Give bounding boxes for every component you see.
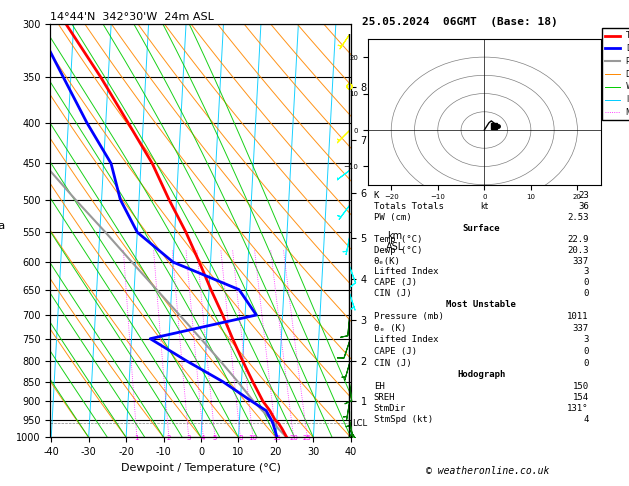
- Text: 4: 4: [201, 435, 206, 441]
- Text: Dewp (°C): Dewp (°C): [374, 246, 422, 255]
- Text: 4: 4: [583, 415, 589, 424]
- Text: 36: 36: [578, 202, 589, 211]
- Text: K: K: [374, 191, 379, 200]
- Text: θₑ(K): θₑ(K): [374, 257, 401, 266]
- Text: 1011: 1011: [567, 312, 589, 321]
- Text: CIN (J): CIN (J): [374, 359, 411, 368]
- Text: 2: 2: [167, 435, 171, 441]
- Text: 15: 15: [272, 435, 281, 441]
- Text: 337: 337: [572, 324, 589, 333]
- Text: 131°: 131°: [567, 404, 589, 413]
- Text: 20: 20: [289, 435, 298, 441]
- Y-axis label: km
ASL: km ASL: [386, 231, 404, 252]
- Text: 14°44'N  342°30'W  24m ASL: 14°44'N 342°30'W 24m ASL: [50, 12, 214, 22]
- Text: PW (cm): PW (cm): [374, 213, 411, 223]
- Text: 8: 8: [238, 435, 243, 441]
- Text: 150: 150: [572, 382, 589, 391]
- Legend: Temperature, Dewpoint, Parcel Trajectory, Dry Adiabat, Wet Adiabat, Isotherm, Mi: Temperature, Dewpoint, Parcel Trajectory…: [601, 28, 629, 120]
- Text: 22.9: 22.9: [567, 235, 589, 244]
- Text: 25: 25: [303, 435, 311, 441]
- Text: Lifted Index: Lifted Index: [374, 335, 438, 345]
- Text: Lifted Index: Lifted Index: [374, 267, 438, 277]
- Text: LCL: LCL: [352, 419, 367, 428]
- Text: StmDir: StmDir: [374, 404, 406, 413]
- Text: 10: 10: [248, 435, 257, 441]
- Text: Temp (°C): Temp (°C): [374, 235, 422, 244]
- Text: Surface: Surface: [462, 225, 500, 233]
- Text: 2.53: 2.53: [567, 213, 589, 223]
- Text: 5: 5: [213, 435, 217, 441]
- X-axis label: Dewpoint / Temperature (°C): Dewpoint / Temperature (°C): [121, 463, 281, 473]
- Text: 154: 154: [572, 393, 589, 402]
- Text: CIN (J): CIN (J): [374, 289, 411, 298]
- Text: 23: 23: [578, 191, 589, 200]
- Text: CAPE (J): CAPE (J): [374, 278, 416, 287]
- Text: θₑ (K): θₑ (K): [374, 324, 406, 333]
- Y-axis label: hPa: hPa: [0, 221, 6, 231]
- Text: Hodograph: Hodograph: [457, 370, 505, 380]
- Text: Totals Totals: Totals Totals: [374, 202, 443, 211]
- Text: Pressure (mb): Pressure (mb): [374, 312, 443, 321]
- Text: 0: 0: [583, 359, 589, 368]
- Text: 25.05.2024  06GMT  (Base: 18): 25.05.2024 06GMT (Base: 18): [362, 17, 557, 27]
- Text: 3: 3: [583, 267, 589, 277]
- Text: © weatheronline.co.uk: © weatheronline.co.uk: [426, 467, 549, 476]
- Text: 0: 0: [583, 278, 589, 287]
- Text: 3: 3: [583, 335, 589, 345]
- Text: 1: 1: [135, 435, 139, 441]
- Text: 337: 337: [572, 257, 589, 266]
- Text: EH: EH: [374, 382, 384, 391]
- Text: Most Unstable: Most Unstable: [446, 300, 516, 309]
- Text: SREH: SREH: [374, 393, 395, 402]
- X-axis label: kt: kt: [481, 202, 488, 211]
- Text: CAPE (J): CAPE (J): [374, 347, 416, 356]
- Text: 0: 0: [583, 289, 589, 298]
- Text: 20.3: 20.3: [567, 246, 589, 255]
- Text: 0: 0: [583, 347, 589, 356]
- Text: StmSpd (kt): StmSpd (kt): [374, 415, 433, 424]
- Text: 3: 3: [186, 435, 191, 441]
